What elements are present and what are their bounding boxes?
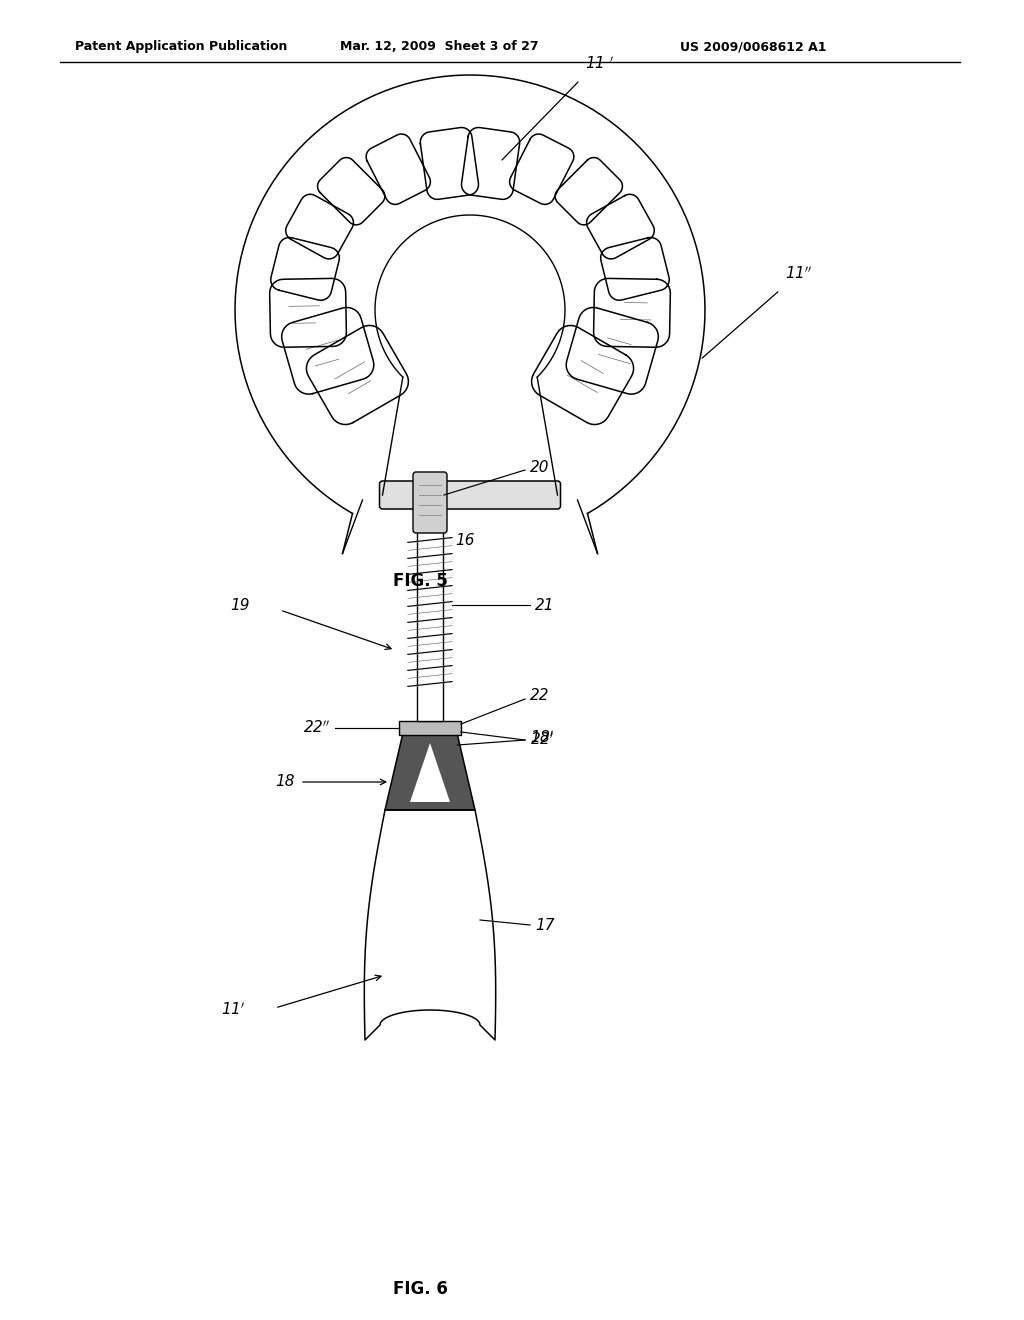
Text: 18$'$: 18$'$ — [530, 730, 554, 746]
Text: FIG. 6: FIG. 6 — [392, 1280, 447, 1298]
Text: 11$'$: 11$'$ — [220, 1002, 245, 1018]
Text: FIG. 5: FIG. 5 — [392, 572, 447, 590]
Text: 22$'$: 22$'$ — [530, 731, 554, 748]
Text: 11$''$: 11$''$ — [785, 265, 812, 282]
Text: 18: 18 — [275, 775, 295, 789]
Text: 20: 20 — [530, 459, 550, 474]
Polygon shape — [410, 743, 450, 803]
Text: Patent Application Publication: Patent Application Publication — [75, 40, 288, 53]
Text: 16: 16 — [455, 533, 474, 548]
Text: 17: 17 — [535, 917, 555, 932]
Bar — [417, 531, 443, 721]
Text: 22: 22 — [530, 689, 550, 704]
Text: US 2009/0068612 A1: US 2009/0068612 A1 — [680, 40, 826, 53]
Text: Mar. 12, 2009  Sheet 3 of 27: Mar. 12, 2009 Sheet 3 of 27 — [340, 40, 539, 53]
Text: 22$''$: 22$''$ — [303, 719, 330, 737]
Text: 11 $'$: 11 $'$ — [585, 55, 614, 73]
Polygon shape — [385, 735, 475, 810]
FancyBboxPatch shape — [413, 473, 447, 533]
FancyBboxPatch shape — [380, 480, 560, 510]
Bar — [399, 721, 461, 735]
Text: 19: 19 — [230, 598, 250, 612]
Text: 21: 21 — [535, 598, 555, 612]
